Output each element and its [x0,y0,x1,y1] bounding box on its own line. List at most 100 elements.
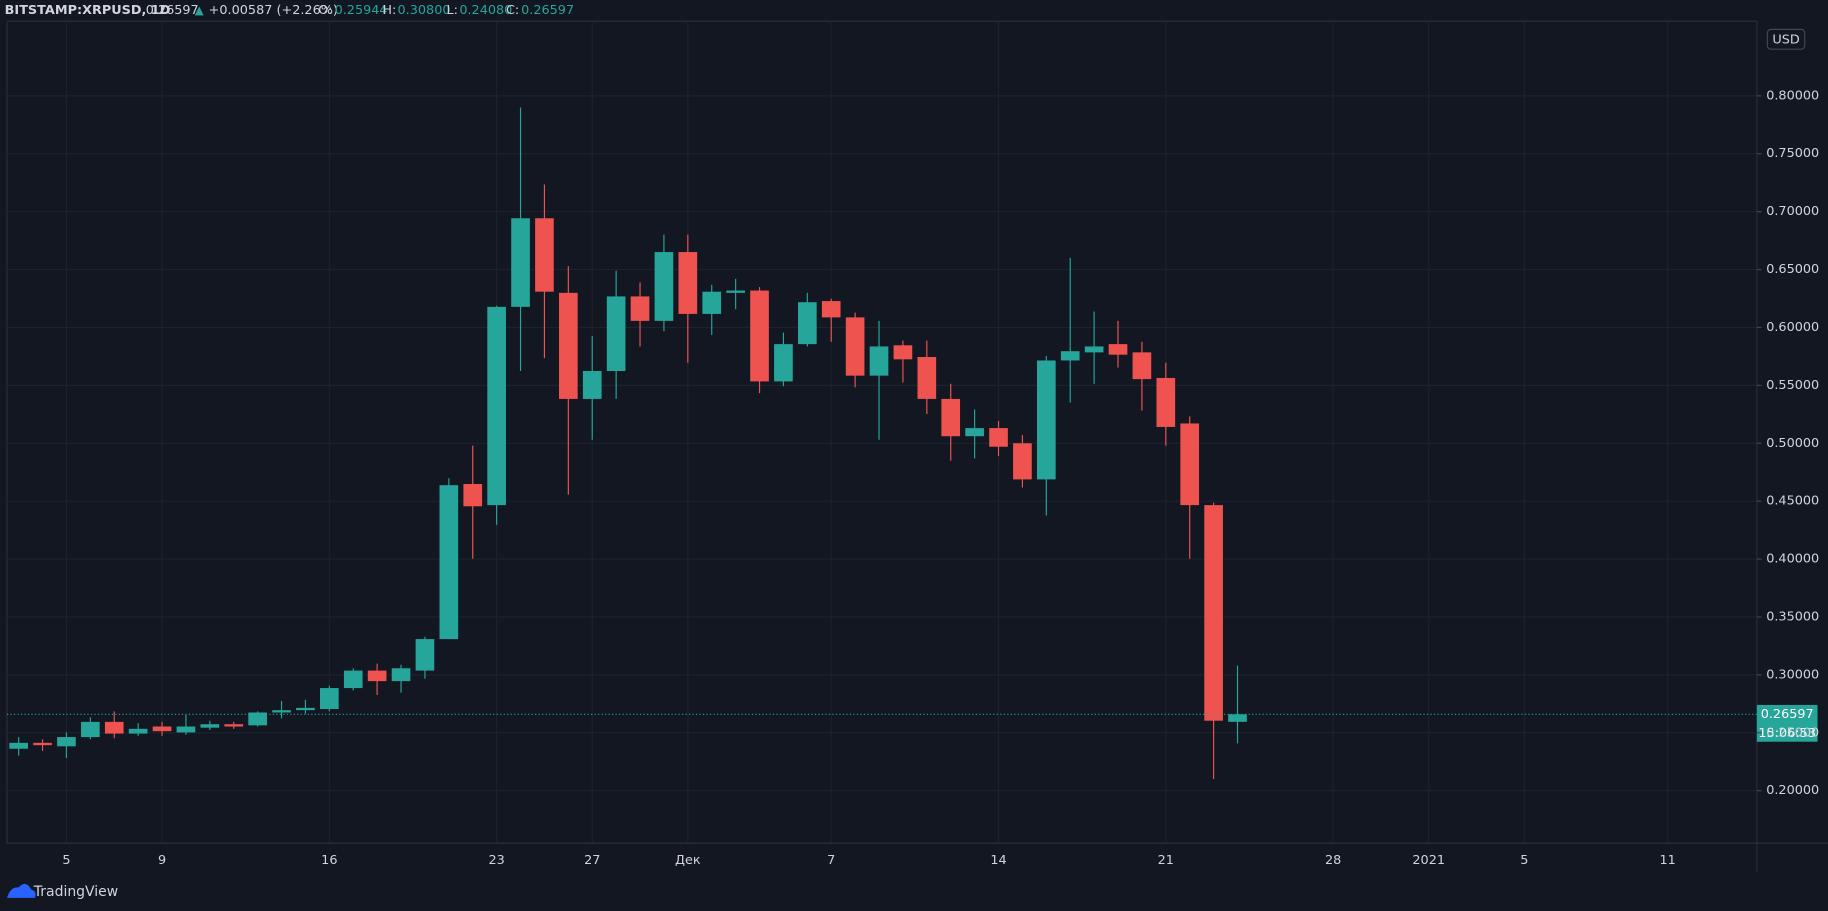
logo-shape [6,883,36,898]
candle-body [535,218,554,292]
header-price: 0.26597 [146,3,199,18]
candle-body [654,252,674,321]
candle-body [726,290,745,293]
candle-body [1084,346,1104,353]
candle-body [869,346,889,376]
candle-body [559,292,578,399]
candle-body [1180,423,1200,506]
candle-body [343,670,363,689]
x-tick-label: 14 [990,853,1006,868]
currency-button[interactable] [1766,28,1806,50]
x-tick-label: 23 [488,853,504,868]
candle-body [439,485,459,640]
plot [6,21,1757,842]
header-change: +0.00587 (+2.26%) [209,3,338,18]
candle-body [487,306,506,506]
candle-body [798,302,817,345]
y-tick-label: 0.50000 [1766,436,1819,451]
c-label: C: [506,3,519,18]
candle-body [606,296,626,372]
candle-body [248,712,267,726]
h-value: 0.30800 [398,3,451,18]
candle-body [1132,352,1152,380]
y-tick-label: 0.65000 [1766,262,1819,277]
y-tick-label: 0.55000 [1766,378,1819,393]
l-value: 0.24080 [459,3,512,18]
last-price-label: 0.26597 [1761,707,1814,722]
candle-body [582,371,602,399]
candle-body [296,707,315,711]
x-tick-label: 27 [584,853,600,868]
brand-logo[interactable] [6,883,36,898]
x-tick-label: 21 [1158,853,1174,868]
y-tick-label: 0.75000 [1766,146,1819,161]
y-tick-label: 0.40000 [1766,552,1819,567]
candle-body [1060,351,1080,361]
y-tick-label: 0.35000 [1766,609,1819,624]
countdown-badge [1756,723,1818,742]
y-tick-label: 0.25000 [1766,725,1819,740]
x-tick-label: 16 [321,853,337,868]
o-value: 0.25944 [335,3,388,18]
candle-body [1036,360,1056,480]
candle-body [415,639,435,671]
x-tick-label: 9 [158,853,166,868]
y-tick-label: 0.30000 [1766,667,1819,682]
candle-body [33,742,52,746]
candle-body [750,290,769,382]
candle-body [57,737,76,747]
candle-body [989,428,1008,447]
candle-body [391,668,411,682]
candle-body [1204,505,1223,721]
candle-body [965,428,984,437]
candle-body [9,742,28,749]
x-tick-label: 28 [1325,853,1341,868]
candle-body [917,356,937,399]
y-tick-label: 0.60000 [1766,320,1819,335]
candle-body [367,670,387,682]
candle-body [104,721,124,734]
last-price-badge [1756,704,1818,724]
y-tick-label: 0.20000 [1766,783,1819,798]
candle-body [678,252,698,314]
y-tick-label: 0.70000 [1766,204,1819,219]
o-label: O: [318,3,332,18]
brand[interactable]: TradingView [33,884,118,900]
candle-body [1228,714,1247,722]
candle-body [128,728,148,734]
candle-body [821,301,841,318]
l-label: L: [447,3,458,18]
candle-body [272,710,291,713]
candle-body [630,296,650,321]
symbol: BITSTAMP:XRPUSD, 1D [5,3,171,18]
x-tick-label: 5 [1520,853,1528,868]
candle-body [702,291,722,314]
candle-body [1108,344,1128,355]
candle-body [200,724,220,728]
currency[interactable]: USD [1772,32,1800,47]
header-arrow: ▲ [195,3,204,17]
candle-body [845,317,865,376]
candle-body [941,398,961,437]
h-label: H: [382,3,396,18]
candle-body [511,218,530,307]
candle-body [893,345,913,360]
candle-body [1013,443,1032,480]
x-tick-label: Дек [675,853,701,868]
candle-body [176,726,196,733]
candle-body [320,688,339,710]
candle-body [463,484,483,507]
countdown: 15:06:53 [1758,726,1816,741]
x-tick-label: 2021 [1412,853,1445,868]
c-value: 0.26597 [521,3,574,18]
x-tick-label: 11 [1660,853,1676,868]
y-tick-label: 0.80000 [1766,88,1819,103]
y-tick-label: 0.45000 [1766,494,1819,509]
x-tick-label: 5 [62,853,70,868]
candle-body [152,726,172,732]
candle-body [224,724,244,727]
